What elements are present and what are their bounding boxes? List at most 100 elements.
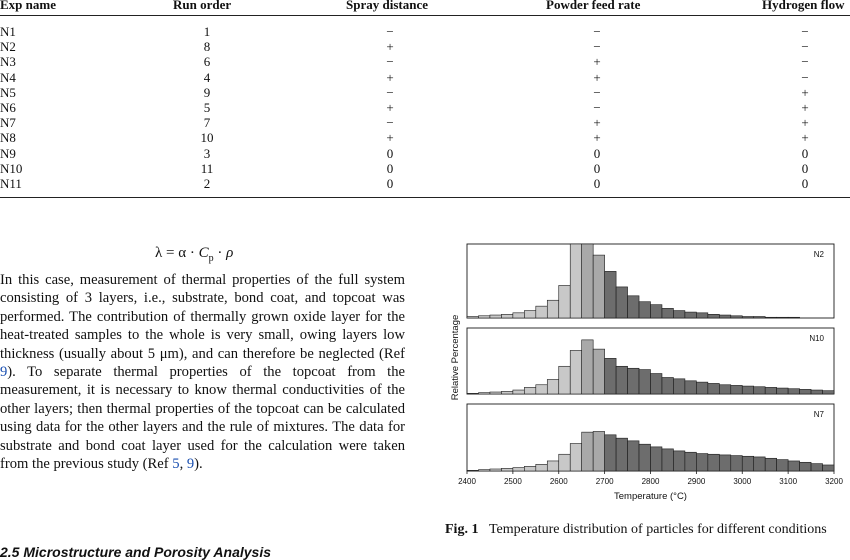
histogram-bar (535, 384, 548, 395)
y-axis-label: Relative Percentage (450, 315, 461, 401)
histogram-bar (592, 348, 605, 395)
table-cell: − (593, 39, 601, 55)
col-header-spray-distance: Spray distance (346, 0, 428, 12)
histogram-bar (776, 387, 789, 395)
ref-link-9b[interactable]: 9 (186, 456, 195, 473)
table-header-rule (0, 15, 850, 16)
histogram-bar (696, 312, 709, 319)
histogram-bar (810, 463, 823, 472)
table-cell: 10 (200, 130, 214, 146)
table-cell: 0 (801, 176, 809, 191)
histogram-bar (719, 454, 732, 472)
histogram-bar (501, 468, 514, 472)
table-cell: 5 (203, 100, 211, 115)
histogram-chart: N2 N10 N7 2400 2500 2600 2700 2800 2900 3000 3100 3… (450, 243, 843, 502)
histogram-bar (707, 314, 720, 319)
table-cell: 0 (593, 145, 601, 161)
histogram-bar (501, 314, 514, 319)
table-cell: 7 (203, 115, 211, 131)
table-cell: 0 (593, 160, 601, 176)
table-cell-exp-name: N8 (0, 130, 16, 146)
histogram-bar (753, 316, 766, 319)
histogram-bar (753, 386, 766, 395)
table-cell: + (801, 84, 809, 100)
histogram-bar (741, 455, 755, 472)
histogram-bar (466, 393, 479, 395)
body-paragraph: In this case, measurement of thermal pro… (0, 271, 405, 473)
x-axis-label: Temperature (°C) (614, 491, 687, 502)
histogram-bar (569, 243, 582, 319)
histogram-bar (604, 434, 617, 472)
histogram-bar (638, 301, 651, 319)
table-cell-exp-name: N5 (0, 84, 16, 100)
histogram-bar (524, 387, 537, 395)
histogram-bar (673, 310, 686, 319)
histogram-bar (673, 450, 686, 472)
histogram-bar (478, 392, 491, 395)
table-cell: − (593, 100, 601, 115)
equation-lhs: λ = α · (155, 245, 199, 261)
table-cell: + (386, 130, 394, 146)
histogram-bar (512, 389, 525, 395)
histogram-bar (558, 365, 571, 395)
equation-rho: ρ (226, 245, 234, 261)
histogram-bar (535, 464, 548, 472)
histogram-bar (764, 316, 777, 319)
col-header-hydrogen-flow: Hydrogen flow (762, 0, 845, 12)
temperature-histogram-figure: N2 N10 N7 2400 2500 2600 2700 2800 2900 3000 3100 3… (445, 238, 850, 508)
histogram-bar (696, 453, 709, 472)
histogram-bar (787, 460, 800, 472)
table-cell-exp-name: N3 (0, 54, 16, 70)
table-cell: + (593, 54, 601, 70)
x-axis-tick-label: 3200 (825, 477, 843, 486)
histogram-bar (569, 443, 582, 472)
table-cell: 1 (203, 24, 211, 39)
histogram-bar (615, 365, 628, 395)
col-header-powder-feed-rate: Powder feed rate (546, 0, 641, 12)
paragraph-text-a: In this case, measurement of thermal pro… (0, 272, 405, 362)
histogram-bar (489, 468, 502, 472)
table-cell-exp-name: N10 (0, 160, 23, 176)
table-cell: + (386, 69, 394, 85)
table-cell: − (386, 24, 394, 39)
histogram-bar (638, 443, 651, 472)
histogram-bar (512, 467, 525, 472)
ref-link-5[interactable]: 5 (172, 456, 180, 473)
table-cell: + (593, 130, 601, 146)
histogram-bar (604, 271, 617, 319)
x-axis-tick-label: 2800 (642, 477, 660, 486)
histogram-bar (592, 431, 605, 472)
histogram-bar (546, 299, 560, 319)
col-header-exp-name: Exp name (0, 0, 56, 12)
histogram-bar (661, 308, 674, 319)
histogram-bar (627, 440, 640, 472)
histogram-bar (546, 379, 560, 395)
table-cell: − (386, 115, 394, 131)
table-cell-exp-name: N4 (0, 69, 16, 85)
histogram-bar (638, 369, 651, 395)
table-cell: 2 (203, 176, 211, 191)
histogram-bar (524, 466, 537, 472)
histogram-bar (707, 453, 720, 472)
col-header-run-order: Run order (173, 0, 232, 12)
ref-link-9[interactable]: 9 (0, 364, 8, 381)
histogram-bar (581, 339, 594, 395)
histogram-bar (489, 314, 502, 319)
table-cell: 0 (386, 176, 394, 191)
equation-cp-subscript: p (208, 253, 214, 264)
paragraph-text-b: ). To separate thermal properties of the… (0, 364, 405, 473)
histogram-bar (673, 378, 686, 395)
histogram-bar (592, 254, 605, 319)
histogram-panel-label: N10 (809, 334, 824, 343)
histogram-bar (650, 446, 663, 472)
histogram-bar (661, 448, 674, 472)
histogram-bar (730, 385, 743, 395)
histogram-bar (650, 304, 663, 319)
table-cell-exp-name: N6 (0, 100, 16, 115)
histogram-bar (489, 391, 502, 395)
histogram-bar (684, 380, 697, 395)
paragraph-text-c: ). (194, 456, 203, 473)
histogram-bar (810, 389, 823, 395)
x-axis-tick-label: 2500 (504, 477, 522, 486)
table-cell: − (801, 54, 809, 70)
